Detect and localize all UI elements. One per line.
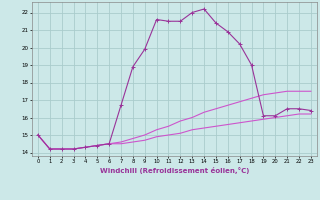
X-axis label: Windchill (Refroidissement éolien,°C): Windchill (Refroidissement éolien,°C) [100, 167, 249, 174]
